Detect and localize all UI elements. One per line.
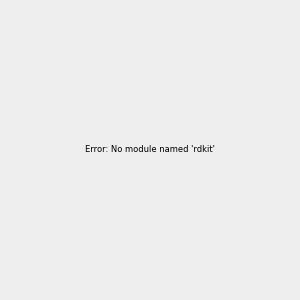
Text: Error: No module named 'rdkit': Error: No module named 'rdkit' bbox=[85, 146, 215, 154]
